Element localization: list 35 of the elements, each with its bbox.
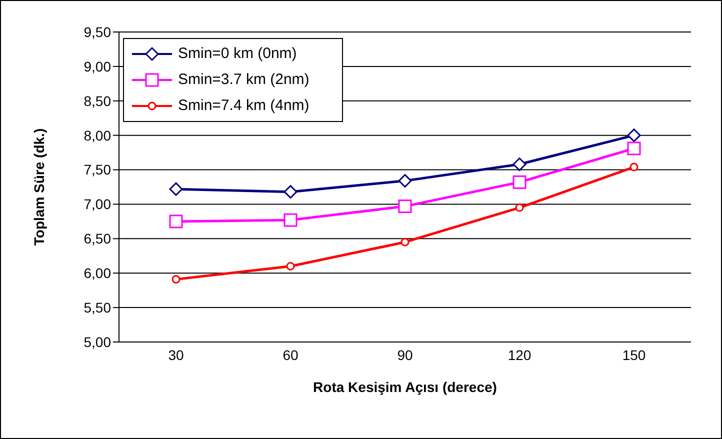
point bbox=[172, 275, 180, 284]
y-tick-label: 8,50 bbox=[84, 92, 112, 109]
x-tick-label: 60 bbox=[282, 346, 298, 363]
x-tick-label: 90 bbox=[397, 346, 413, 363]
y-tick-label: 9,00 bbox=[84, 58, 112, 74]
point bbox=[512, 158, 526, 172]
point bbox=[627, 142, 641, 156]
y-tick-label: 6,50 bbox=[84, 230, 112, 247]
point bbox=[169, 214, 183, 228]
point bbox=[284, 185, 298, 199]
y-axis-title: Toplam Süre (dk.) bbox=[30, 128, 47, 246]
y-tick-label: 5,00 bbox=[84, 334, 112, 350]
point bbox=[398, 174, 412, 188]
legend-label: Smin=3.7 km (2nm) bbox=[178, 70, 310, 90]
x-tick-label: 150 bbox=[622, 346, 646, 363]
y-tick-label: 7,00 bbox=[84, 196, 112, 212]
y-tick-label: 8,00 bbox=[84, 127, 112, 144]
point bbox=[630, 162, 638, 172]
x-tick-label: 120 bbox=[508, 346, 532, 363]
legend-label: Smin=0 km (0nm) bbox=[178, 44, 297, 64]
point bbox=[284, 213, 298, 227]
point bbox=[286, 262, 295, 270]
x-tick-label: 30 bbox=[168, 346, 184, 363]
point bbox=[512, 175, 526, 189]
y-tick-label: 6,00 bbox=[84, 265, 112, 282]
y-tick-label: 9,50 bbox=[84, 24, 112, 40]
y-tick-label: 7,50 bbox=[84, 162, 112, 178]
y-tick-label: 5,50 bbox=[84, 300, 112, 316]
point bbox=[169, 182, 183, 196]
point bbox=[627, 128, 641, 142]
x-axis-title: Rota Kesişim Açısı (derece) bbox=[313, 379, 497, 395]
point bbox=[400, 238, 410, 246]
legend-label: Smin=7.4 km (4nm) bbox=[178, 96, 310, 116]
point bbox=[515, 203, 524, 212]
point bbox=[398, 200, 412, 214]
